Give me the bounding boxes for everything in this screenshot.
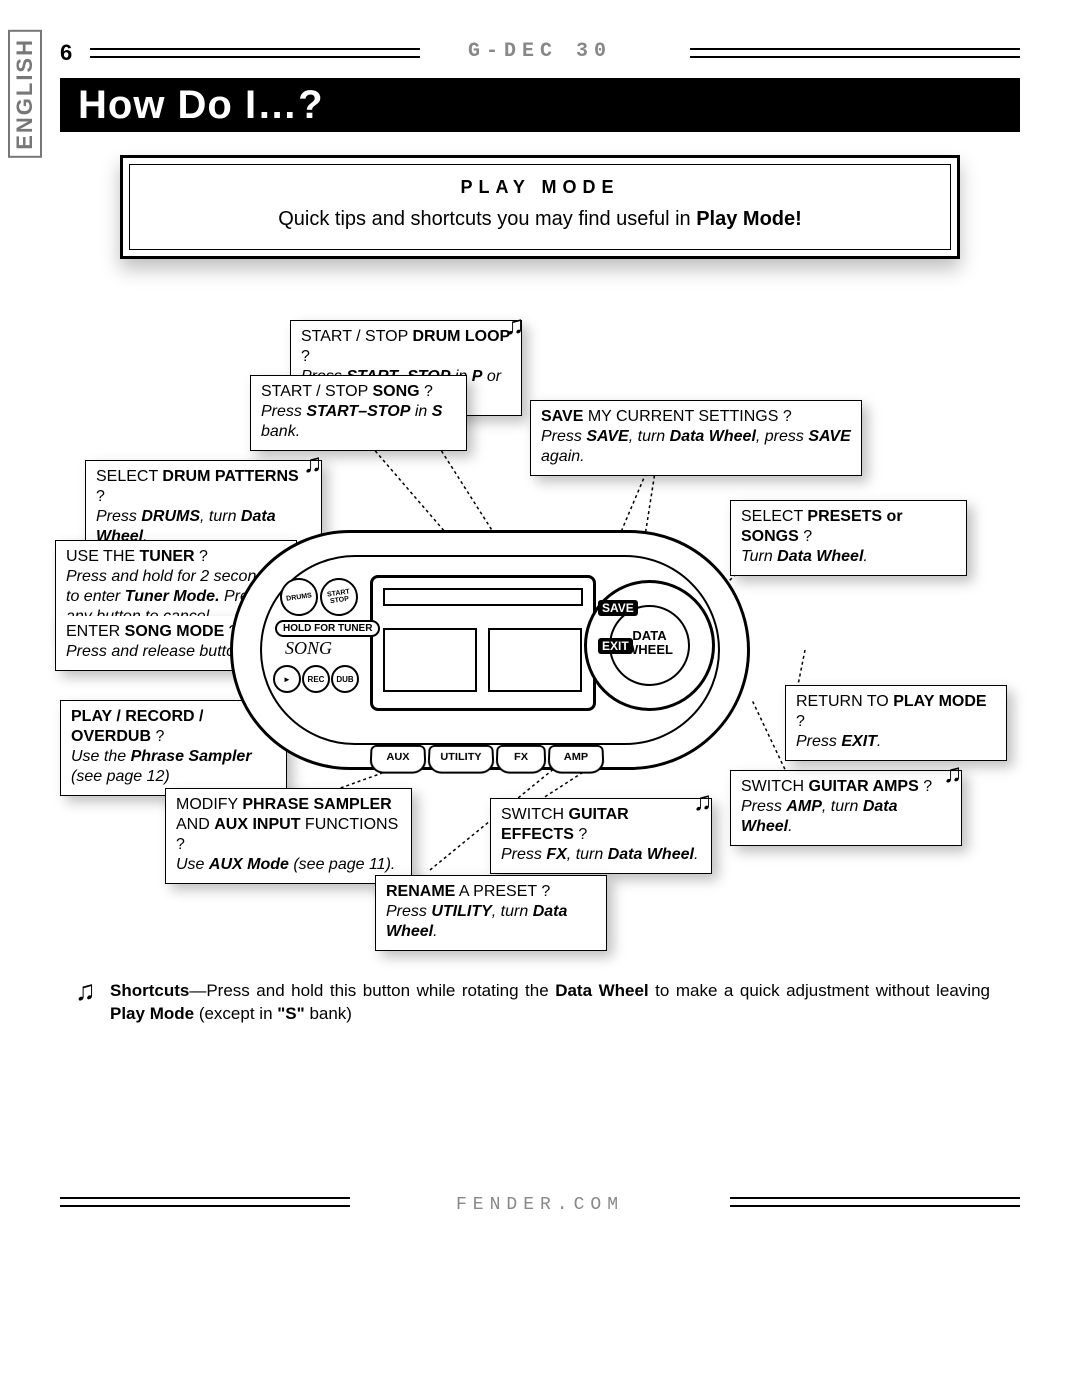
hold-for-tuner-label: HOLD FOR TUNER: [275, 620, 380, 637]
callout-return: RETURN TO PLAY MODE ? Press EXIT.: [785, 685, 1007, 761]
song-label: SONG: [285, 638, 332, 659]
exit-label[interactable]: EXIT: [598, 638, 633, 654]
callout-guitar-amps: SWITCH GUITAR AMPS ? Press AMP, turn Dat…: [730, 770, 962, 846]
rec-button[interactable]: REC: [302, 665, 330, 693]
manual-page: ENGLISH 6 G-DEC 30 How Do I…? PLAY MODE …: [0, 0, 1080, 1397]
music-note-icon: ♫: [75, 975, 96, 1007]
music-note-icon: ♫: [693, 786, 713, 817]
callout-presets: SELECT PRESETS or SONGS ? Turn Data Whee…: [730, 500, 967, 576]
amp-button[interactable]: AMP: [547, 745, 604, 774]
music-note-icon: ♫: [943, 758, 963, 789]
play-mode-box: PLAY MODE Quick tips and shortcuts you m…: [120, 155, 960, 259]
shortcuts-paragraph: Shortcuts—Press and hold this button whi…: [110, 980, 990, 1026]
play-mode-heading: PLAY MODE: [150, 177, 930, 198]
play-button[interactable]: ►: [273, 665, 301, 693]
callout-rename: RENAME A PRESET ? Press UTILITY, turn Da…: [375, 875, 607, 951]
callout-save: SAVE MY CURRENT SETTINGS ? Press SAVE, t…: [530, 400, 862, 476]
footer-rule-right: [730, 1197, 1020, 1207]
aux-button[interactable]: AUX: [369, 745, 426, 774]
callout-song: START / STOP SONG ? Press START–STOP in …: [250, 375, 467, 451]
callout-guitar-effects: SWITCH GUITAR EFFECTS ? Press FX, turn D…: [490, 798, 712, 874]
device-screen: [370, 575, 596, 711]
dub-button[interactable]: DUB: [331, 665, 359, 693]
header-rule-right: [690, 48, 1020, 58]
page-title: How Do I…?: [60, 78, 1020, 132]
save-label[interactable]: SAVE: [598, 600, 638, 616]
music-note-icon: ♫: [505, 310, 525, 341]
fx-button[interactable]: FX: [495, 745, 546, 774]
music-note-icon: ♫: [303, 448, 323, 479]
device-panel: DATAWHEEL DRUMS START STOP HOLD FOR TUNE…: [230, 530, 750, 770]
callout-phrase-aux: MODIFY PHRASE SAMPLERAND AUX INPUT FUNCT…: [165, 788, 412, 884]
play-mode-subtitle: Quick tips and shortcuts you may find us…: [150, 208, 930, 231]
utility-button[interactable]: UTILITY: [427, 745, 495, 774]
